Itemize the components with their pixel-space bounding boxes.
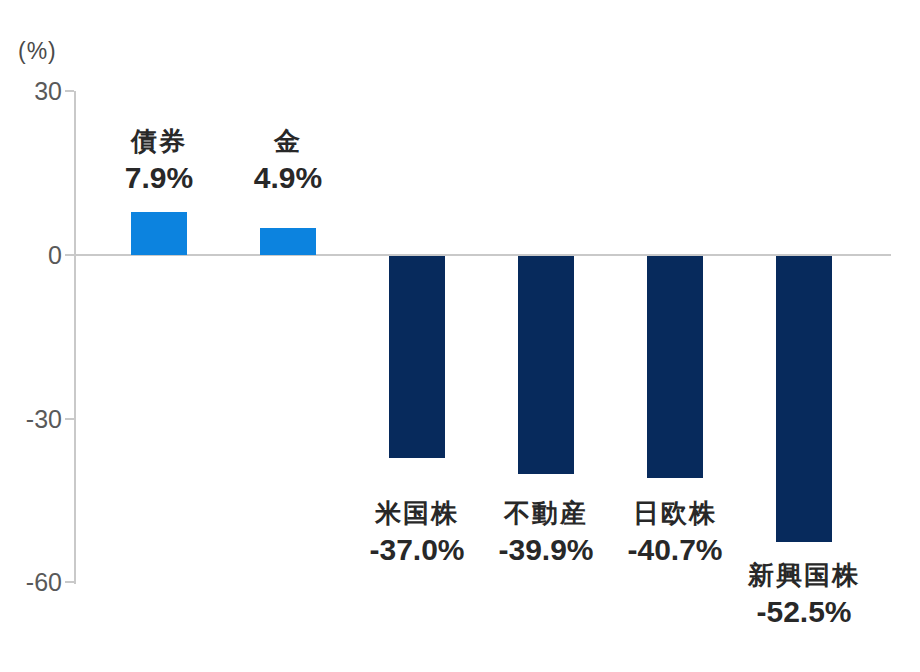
bar-label-金: 金4.9%: [178, 124, 398, 198]
category-value: 4.9%: [178, 158, 398, 198]
y-tick-label: -60: [2, 567, 62, 597]
category-value: -52.5%: [694, 592, 914, 632]
y-tick-mark-0: [65, 254, 74, 256]
y-axis-unit-label: (%): [18, 38, 57, 65]
category-name: 日欧株: [565, 496, 785, 530]
y-tick-mark--60: [65, 581, 74, 583]
zero-baseline: [74, 254, 891, 256]
bar-日欧株: [647, 256, 703, 478]
bar-債券: [131, 212, 187, 255]
bar-新興国株: [776, 256, 832, 542]
y-tick-label: -30: [2, 404, 62, 434]
category-name: 新興国株: [694, 558, 914, 592]
bar-不動産: [518, 256, 574, 474]
bar-chart: (%) 300-30-60 債券7.9%金4.9%米国株-37.0%不動産-39…: [0, 0, 920, 672]
y-tick-mark--30: [65, 418, 74, 420]
bar-label-新興国株: 新興国株-52.5%: [694, 558, 914, 632]
y-tick-mark-30: [65, 90, 74, 92]
bar-金: [260, 228, 316, 255]
y-tick-label: 0: [2, 240, 62, 270]
y-tick-label: 30: [2, 76, 62, 106]
category-name: 金: [178, 124, 398, 158]
bar-米国株: [389, 256, 445, 458]
